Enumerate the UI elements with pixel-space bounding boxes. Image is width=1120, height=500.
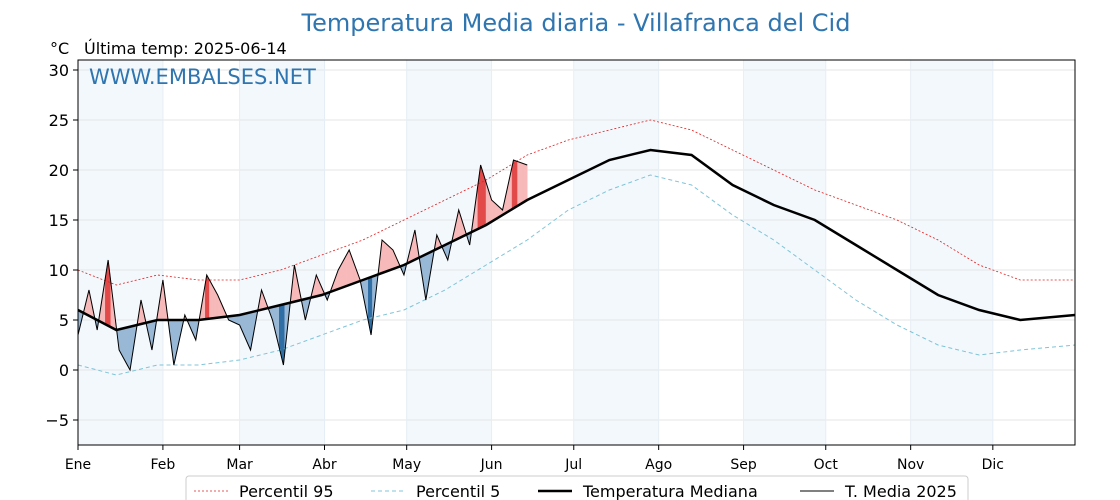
legend-label: Percentil 95: [239, 482, 334, 500]
y-tick-label: 15: [49, 211, 69, 230]
month-band: [239, 60, 325, 445]
y-tick-label: 5: [59, 311, 69, 330]
month-band: [910, 60, 993, 445]
y-tick-label: −5: [45, 411, 69, 430]
legend: Percentil 95 Percentil 5 Temperatura Media…: [185, 475, 969, 500]
x-tick-label: Mar: [226, 457, 253, 473]
x-tick-label: Sep: [730, 457, 757, 473]
x-tick-label: May: [392, 457, 421, 473]
month-band: [573, 60, 659, 445]
y-tick-label: 25: [49, 111, 69, 130]
legend-label: Temperatura Mediana: [582, 482, 758, 500]
y-tick-label: 0: [59, 361, 69, 380]
y-tick-label: 30: [49, 61, 69, 80]
series-line-temperatura-mediana: [77, 148, 1076, 332]
deviation-fill: [525, 164, 528, 202]
series-lines: [77, 119, 1076, 376]
watermark: WWW.EMBALSES.NET: [89, 65, 316, 89]
x-tick-label: Abr: [312, 457, 336, 473]
x-tick-label: Dic: [982, 457, 1004, 473]
month-band: [743, 60, 826, 445]
month-band: [78, 60, 163, 445]
x-axis: Ene Feb Mar Abr May Jun Jul Ago Sep Oct Nov Dic: [65, 445, 1004, 473]
legend-label: Percentil 5: [416, 482, 500, 500]
unit-label: °C: [50, 39, 69, 58]
series-line-t-media-2025: [77, 159, 528, 372]
series-line-percentil-95: [77, 119, 1075, 286]
y-axis: −5 0 5 10 15 20 25 30: [45, 61, 78, 430]
chart-title: Temperatura Media diaria - Villafranca d…: [301, 9, 851, 37]
x-tick-label: Nov: [897, 457, 924, 473]
y-tick-label: 10: [49, 261, 69, 280]
x-tick-label: Jul: [564, 457, 582, 473]
legend-label: T. Media 2025: [844, 482, 957, 500]
legend-box: [185, 475, 969, 500]
last-temp-label: Última temp: 2025-06-14: [84, 39, 287, 58]
x-tick-label: Ene: [65, 457, 91, 473]
y-tick-label: 20: [49, 161, 69, 180]
x-tick-label: Feb: [151, 457, 176, 473]
plot-frame: [77, 59, 1076, 446]
plot-background: [78, 60, 993, 445]
x-tick-label: Oct: [814, 457, 839, 473]
x-tick-label: Jun: [480, 457, 503, 473]
x-tick-label: Ago: [645, 457, 672, 473]
series-line-percentil-5: [77, 174, 1076, 376]
